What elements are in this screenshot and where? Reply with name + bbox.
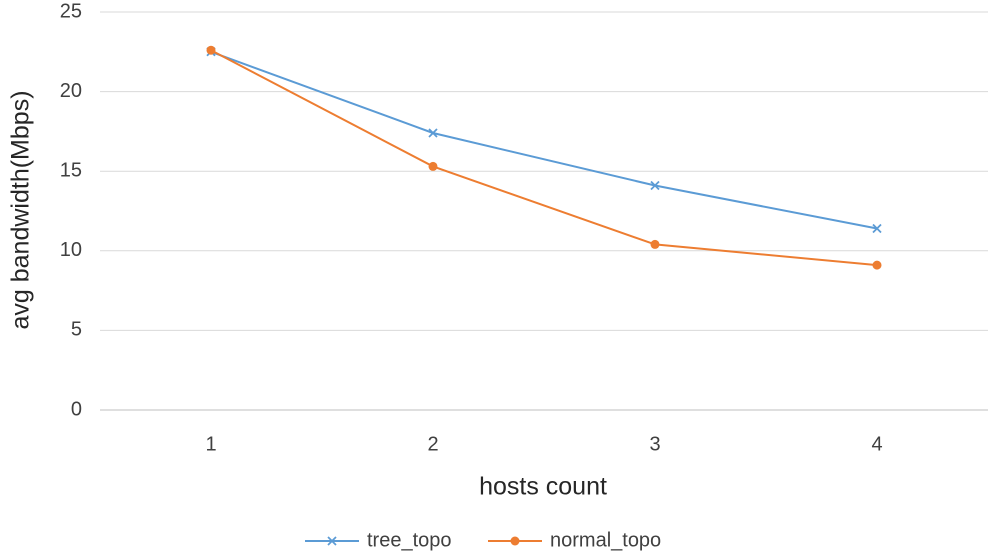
x-tick-label: 2 — [427, 433, 438, 455]
gridlines — [100, 11, 988, 411]
data-point — [650, 180, 660, 191]
y-tick-label: 10 — [60, 239, 82, 261]
data-point — [650, 239, 660, 249]
y-axis-ticks: 0 5 10 15 20 25 — [60, 0, 82, 420]
y-tick-label: 5 — [71, 319, 82, 341]
legend-item-tree_topo: tree_topo — [305, 529, 452, 551]
legend-label: normal_topo — [550, 529, 661, 551]
series-line — [210, 49, 878, 267]
legend-marker — [327, 536, 337, 546]
legend: tree_topo normal_topo — [305, 529, 661, 551]
data-point — [206, 45, 216, 55]
series-layer — [206, 45, 882, 270]
legend-marker — [510, 536, 520, 546]
series-normal_topo — [206, 45, 882, 270]
legend-label: tree_topo — [367, 529, 452, 551]
x-axis-title: hosts count — [479, 473, 607, 501]
y-axis-title: avg bandwidth(Mbps) — [7, 90, 35, 329]
y-tick-label: 20 — [60, 80, 82, 102]
series-line — [210, 50, 878, 230]
x-tick-label: 4 — [871, 433, 882, 455]
x-axis-ticks: 1 2 3 4 — [205, 433, 882, 455]
series-tree_topo — [206, 47, 882, 234]
data-point — [428, 128, 438, 138]
x-tick-label: 3 — [649, 433, 660, 455]
legend-item-normal_topo: normal_topo — [488, 529, 661, 551]
x-tick-label: 1 — [205, 433, 216, 455]
y-tick-label: 15 — [60, 159, 82, 181]
data-point — [872, 223, 882, 234]
data-point — [872, 260, 882, 270]
y-tick-label: 0 — [71, 398, 82, 420]
data-point — [428, 161, 438, 171]
y-tick-label: 25 — [60, 0, 82, 22]
